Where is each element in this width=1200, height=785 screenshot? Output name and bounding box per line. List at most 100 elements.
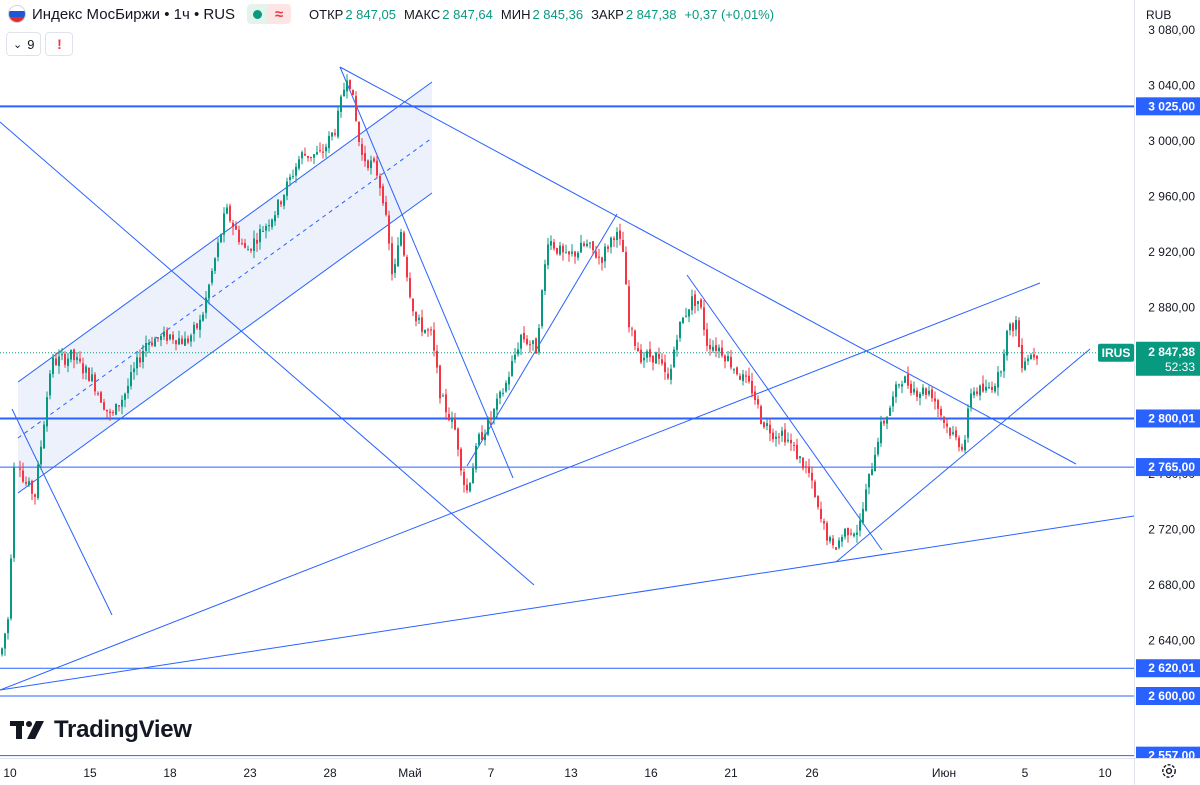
time-axis[interactable]: 10 15 18 23 28 Май 7 13 16 21 26 Июн 5 10 [0,758,1134,785]
candle-body[interactable] [607,246,609,249]
candle-body[interactable] [847,527,849,536]
candle-body[interactable] [715,345,717,351]
candle-body[interactable] [175,340,177,345]
candle-body[interactable] [952,432,954,434]
candle-body[interactable] [460,448,462,471]
candle-body[interactable] [925,388,927,396]
candle-body[interactable] [1027,358,1029,361]
candle-body[interactable] [436,350,438,368]
candle-body[interactable] [334,133,336,135]
candle-body[interactable] [895,384,897,398]
candle-body[interactable] [706,329,708,346]
candle-body[interactable] [778,436,780,438]
candle-body[interactable] [1,648,3,655]
candle-body[interactable] [307,155,309,158]
candle-body[interactable] [433,329,435,351]
candle-body[interactable] [253,238,255,251]
candle-body[interactable] [400,232,402,246]
candle-body[interactable] [856,532,858,535]
trend-line[interactable] [0,282,1041,691]
candle-body[interactable] [496,398,498,410]
candle-body[interactable] [985,386,987,391]
candle-body[interactable] [550,240,552,246]
candle-body[interactable] [292,176,294,178]
candle-body[interactable] [463,472,465,485]
candle-body[interactable] [730,356,732,368]
candle-body[interactable] [310,156,312,158]
candle-body[interactable] [808,466,810,473]
candle-body[interactable] [757,399,759,405]
symbol-title[interactable]: Индекс МосБиржи • 1ч • RUS [32,5,236,23]
candle-body[interactable] [418,317,420,320]
candle-body[interactable] [817,496,819,508]
waves-icon[interactable]: ≈ [267,4,292,24]
candle-body[interactable] [910,383,912,394]
candle-body[interactable] [853,533,855,537]
candle-body[interactable] [79,358,81,362]
candle-body[interactable] [130,372,132,387]
candle-body[interactable] [568,251,570,255]
candle-body[interactable] [892,396,894,407]
candle-body[interactable] [121,399,123,407]
candle-body[interactable] [526,338,528,345]
candle-body[interactable] [859,520,861,531]
candle-body[interactable] [451,418,453,422]
candle-body[interactable] [67,358,69,366]
candle-body[interactable] [85,366,87,373]
candle-body[interactable] [61,354,63,356]
candle-body[interactable] [946,423,948,427]
candle-body[interactable] [874,454,876,472]
candle-body[interactable] [763,422,765,428]
candle-body[interactable] [628,286,630,328]
candle-body[interactable] [949,428,951,436]
candle-body[interactable] [34,494,36,497]
candle-body[interactable] [655,352,657,364]
price-level-badge[interactable] [1136,659,1200,678]
candle-body[interactable] [958,437,960,448]
candle-body[interactable] [127,385,129,394]
candle-body[interactable] [490,417,492,420]
candle-body[interactable] [841,537,843,542]
candle-body[interactable] [691,296,693,311]
candle-body[interactable] [322,151,324,153]
candle-body[interactable] [4,633,6,649]
candle-body[interactable] [580,242,582,253]
candle-body[interactable] [838,540,840,548]
candle-body[interactable] [364,153,366,162]
candle-body[interactable] [961,446,963,450]
candle-body[interactable] [901,384,903,387]
candle-body[interactable] [577,252,579,258]
candle-body[interactable] [1033,354,1035,358]
candle-body[interactable] [616,231,618,240]
candle-body[interactable] [358,121,360,142]
candle-body[interactable] [22,470,24,482]
candle-body[interactable] [403,232,405,256]
candle-body[interactable] [718,347,720,352]
candle-body[interactable] [781,430,783,436]
candle-body[interactable] [73,349,75,361]
candle-body[interactable] [442,395,444,397]
candle-body[interactable] [325,146,327,152]
candle-body[interactable] [58,356,60,366]
candle-body[interactable] [37,464,39,498]
status-badges[interactable]: ≈ [247,4,292,24]
candle-body[interactable] [673,349,675,368]
candle-body[interactable] [751,380,753,394]
candle-body[interactable] [667,373,669,379]
candle-body[interactable] [931,389,933,399]
candle-body[interactable] [676,339,678,350]
candle-body[interactable] [76,357,78,361]
candle-body[interactable] [790,439,792,444]
candle-body[interactable] [619,230,621,239]
candle-body[interactable] [940,408,942,416]
candle-body[interactable] [502,392,504,394]
candle-body[interactable] [850,533,852,535]
candle-body[interactable] [937,400,939,409]
candle-body[interactable] [679,321,681,339]
candle-body[interactable] [631,328,633,330]
candle-body[interactable] [52,357,54,374]
candle-body[interactable] [31,480,33,494]
candle-body[interactable] [199,319,201,330]
candle-body[interactable] [91,374,93,382]
candle-body[interactable] [1018,320,1020,348]
